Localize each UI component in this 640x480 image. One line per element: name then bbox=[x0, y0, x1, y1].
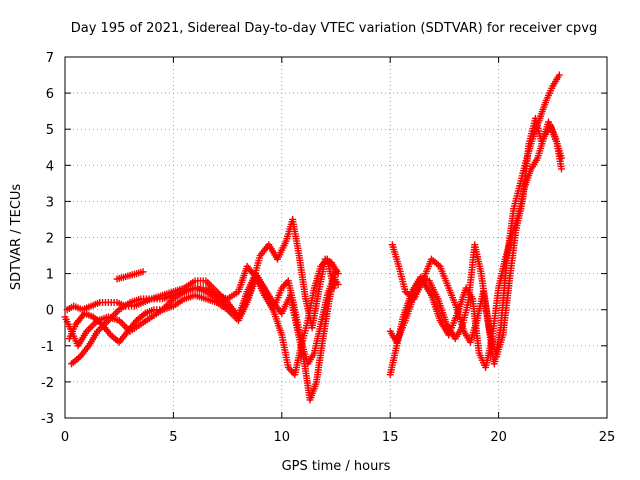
data-point bbox=[555, 71, 563, 79]
y-tick-label: 1 bbox=[46, 268, 54, 283]
chart-title: Day 195 of 2021, Sidereal Day-to-day VTE… bbox=[71, 21, 597, 36]
data-point bbox=[330, 284, 338, 292]
y-tick-label: 7 bbox=[46, 51, 54, 66]
x-tick-label: 15 bbox=[382, 430, 399, 445]
grid bbox=[65, 57, 607, 418]
y-tick-label: -3 bbox=[41, 412, 54, 427]
data-points bbox=[61, 71, 565, 404]
y-tick-label: 4 bbox=[46, 159, 54, 174]
axis-ticks: 0 5 10 15 20 25 -3 -2 -1 0 1 2 3 4 5 6 7 bbox=[41, 51, 615, 445]
series-trace-h bbox=[386, 122, 565, 371]
series-trace-d bbox=[65, 255, 338, 379]
x-tick-label: 0 bbox=[61, 430, 69, 445]
y-tick-label: 6 bbox=[46, 87, 54, 102]
data-point bbox=[139, 268, 147, 276]
x-axis-label: GPS time / hours bbox=[282, 459, 391, 474]
y-tick-label: -2 bbox=[41, 376, 54, 391]
series-trace-e bbox=[113, 268, 147, 283]
y-tick-label: 0 bbox=[46, 304, 54, 319]
x-tick-label: 25 bbox=[599, 430, 616, 445]
y-tick-label: 5 bbox=[46, 123, 54, 138]
x-tick-label: 20 bbox=[490, 430, 507, 445]
y-tick-label: 3 bbox=[46, 195, 54, 210]
x-tick-label: 10 bbox=[274, 430, 291, 445]
data-point bbox=[334, 270, 342, 278]
y-tick-label: 2 bbox=[46, 232, 54, 247]
y-tick-label: -1 bbox=[41, 340, 54, 355]
data-point bbox=[557, 165, 565, 173]
y-axis-label: SDTVAR / TECUs bbox=[9, 184, 24, 291]
x-tick-label: 5 bbox=[169, 430, 177, 445]
